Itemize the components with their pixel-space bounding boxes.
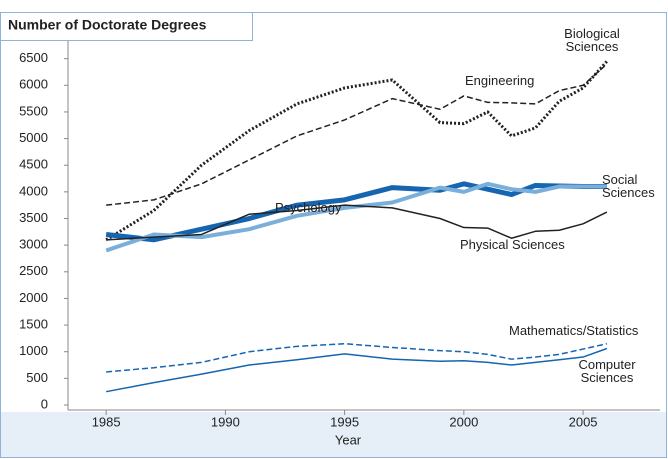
y-tick-label: 6500: [19, 50, 48, 65]
y-tick-label: 5500: [19, 103, 48, 118]
x-tick-label: 1990: [211, 414, 240, 429]
y-tick-label: 2000: [19, 290, 48, 305]
x-axis-title: Year: [335, 432, 362, 447]
x-tick-label: 1985: [92, 414, 121, 429]
y-tick-label: 5000: [19, 130, 48, 145]
y-tick-label: 1500: [19, 317, 48, 332]
y-tick-label: 3000: [19, 237, 48, 252]
series-line: [105, 181, 607, 253]
series-label: Psychology: [275, 200, 342, 215]
y-tick-label: 6000: [19, 77, 48, 92]
y-tick-label: 4500: [19, 157, 48, 172]
x-tick-label: 2000: [449, 414, 478, 429]
y-tick-label: 2500: [19, 263, 48, 278]
series-line: [106, 204, 608, 241]
title-tab: [0, 12, 253, 41]
series-label: Biological Sciences: [564, 26, 620, 54]
series-line: [105, 60, 609, 242]
series-label: Engineering: [465, 73, 535, 88]
y-tick-label: 1000: [19, 343, 48, 358]
series-label: Physical Sciences: [460, 237, 565, 252]
frame: [0, 12, 667, 458]
series-label: Computer Sciences: [578, 357, 636, 385]
series-line: [105, 181, 607, 243]
y-tick-label: 500: [26, 370, 48, 385]
series-label: Mathematics/Statistics: [509, 323, 639, 338]
x-tick-label: 2005: [569, 414, 598, 429]
axis-band: [1, 412, 666, 457]
chart-title: Number of Doctorate Degrees: [8, 17, 207, 33]
series-label: Social Sciences: [602, 172, 655, 200]
series-line: [106, 347, 608, 393]
y-tick-label: 3500: [19, 210, 48, 225]
y-tick-label: 4000: [19, 183, 48, 198]
series-line: [106, 63, 608, 206]
y-tick-label: 0: [41, 396, 48, 411]
series-line: [106, 342, 608, 373]
x-tick-label: 1995: [330, 414, 359, 429]
